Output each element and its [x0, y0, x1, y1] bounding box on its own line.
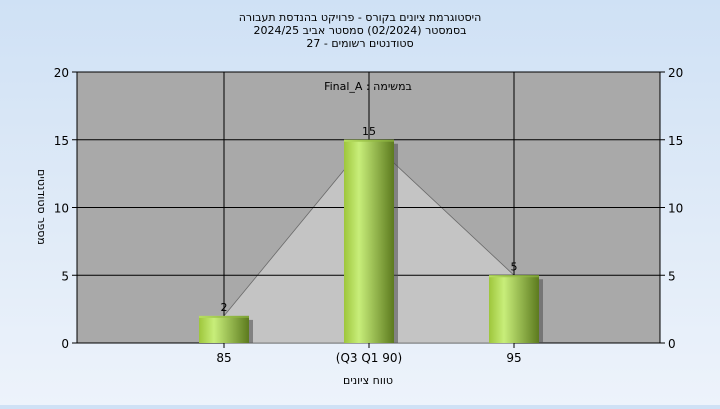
y-tick-label-left-3: 15 — [54, 134, 69, 148]
value-label-2: 5 — [511, 260, 518, 273]
task-annotation: במשימה : Final_A — [324, 80, 412, 93]
y-tick-label-right-3: 15 — [668, 134, 683, 148]
x-tick-label-0: 85 — [216, 351, 231, 365]
bar-2 — [489, 275, 539, 343]
chart-title-line-2: בסמסטר (02/2024) סמסטר אביב 2024/25 — [253, 24, 466, 37]
y-axis-left: 0 5 10 15 20 — [54, 66, 77, 351]
y-tick-label-right-1: 5 — [668, 269, 676, 283]
chart-title-line-3: סטודנטים רשומים - 27 — [306, 37, 413, 50]
y-tick-label-left-0: 0 — [61, 337, 69, 351]
x-tick-label-1: (Q3 Q1 90) — [336, 351, 402, 365]
y-tick-label-left-1: 5 — [61, 269, 69, 283]
bar-0 — [199, 315, 249, 343]
bar-top-2 — [489, 275, 539, 278]
value-label-0: 2 — [221, 301, 228, 314]
y-axis-title: מספר סטודנטים — [35, 169, 48, 245]
y-tick-label-left-2: 10 — [54, 202, 69, 216]
y-tick-label-right-2: 10 — [668, 202, 683, 216]
x-axis: 85 (Q3 Q1 90) 95 — [216, 343, 522, 365]
bar-1 — [344, 139, 394, 343]
y-tick-label-right-4: 20 — [668, 66, 683, 80]
y-axis-right: 0 5 10 15 20 — [660, 66, 683, 351]
value-label-1: 15 — [362, 125, 376, 138]
x-tick-label-2: 95 — [506, 351, 521, 365]
bar-top-0 — [199, 315, 249, 318]
bars-group: 2 15 5 — [199, 125, 543, 343]
y-tick-label-right-0: 0 — [668, 337, 676, 351]
y-tick-label-left-4: 20 — [54, 66, 69, 80]
x-axis-title: טווח ציונים — [343, 374, 393, 387]
bar-top-1 — [344, 139, 394, 142]
chart-title-line-1: היסטוגרמת ציונים בקורס - פרויקט בהנדסת ת… — [239, 11, 482, 24]
